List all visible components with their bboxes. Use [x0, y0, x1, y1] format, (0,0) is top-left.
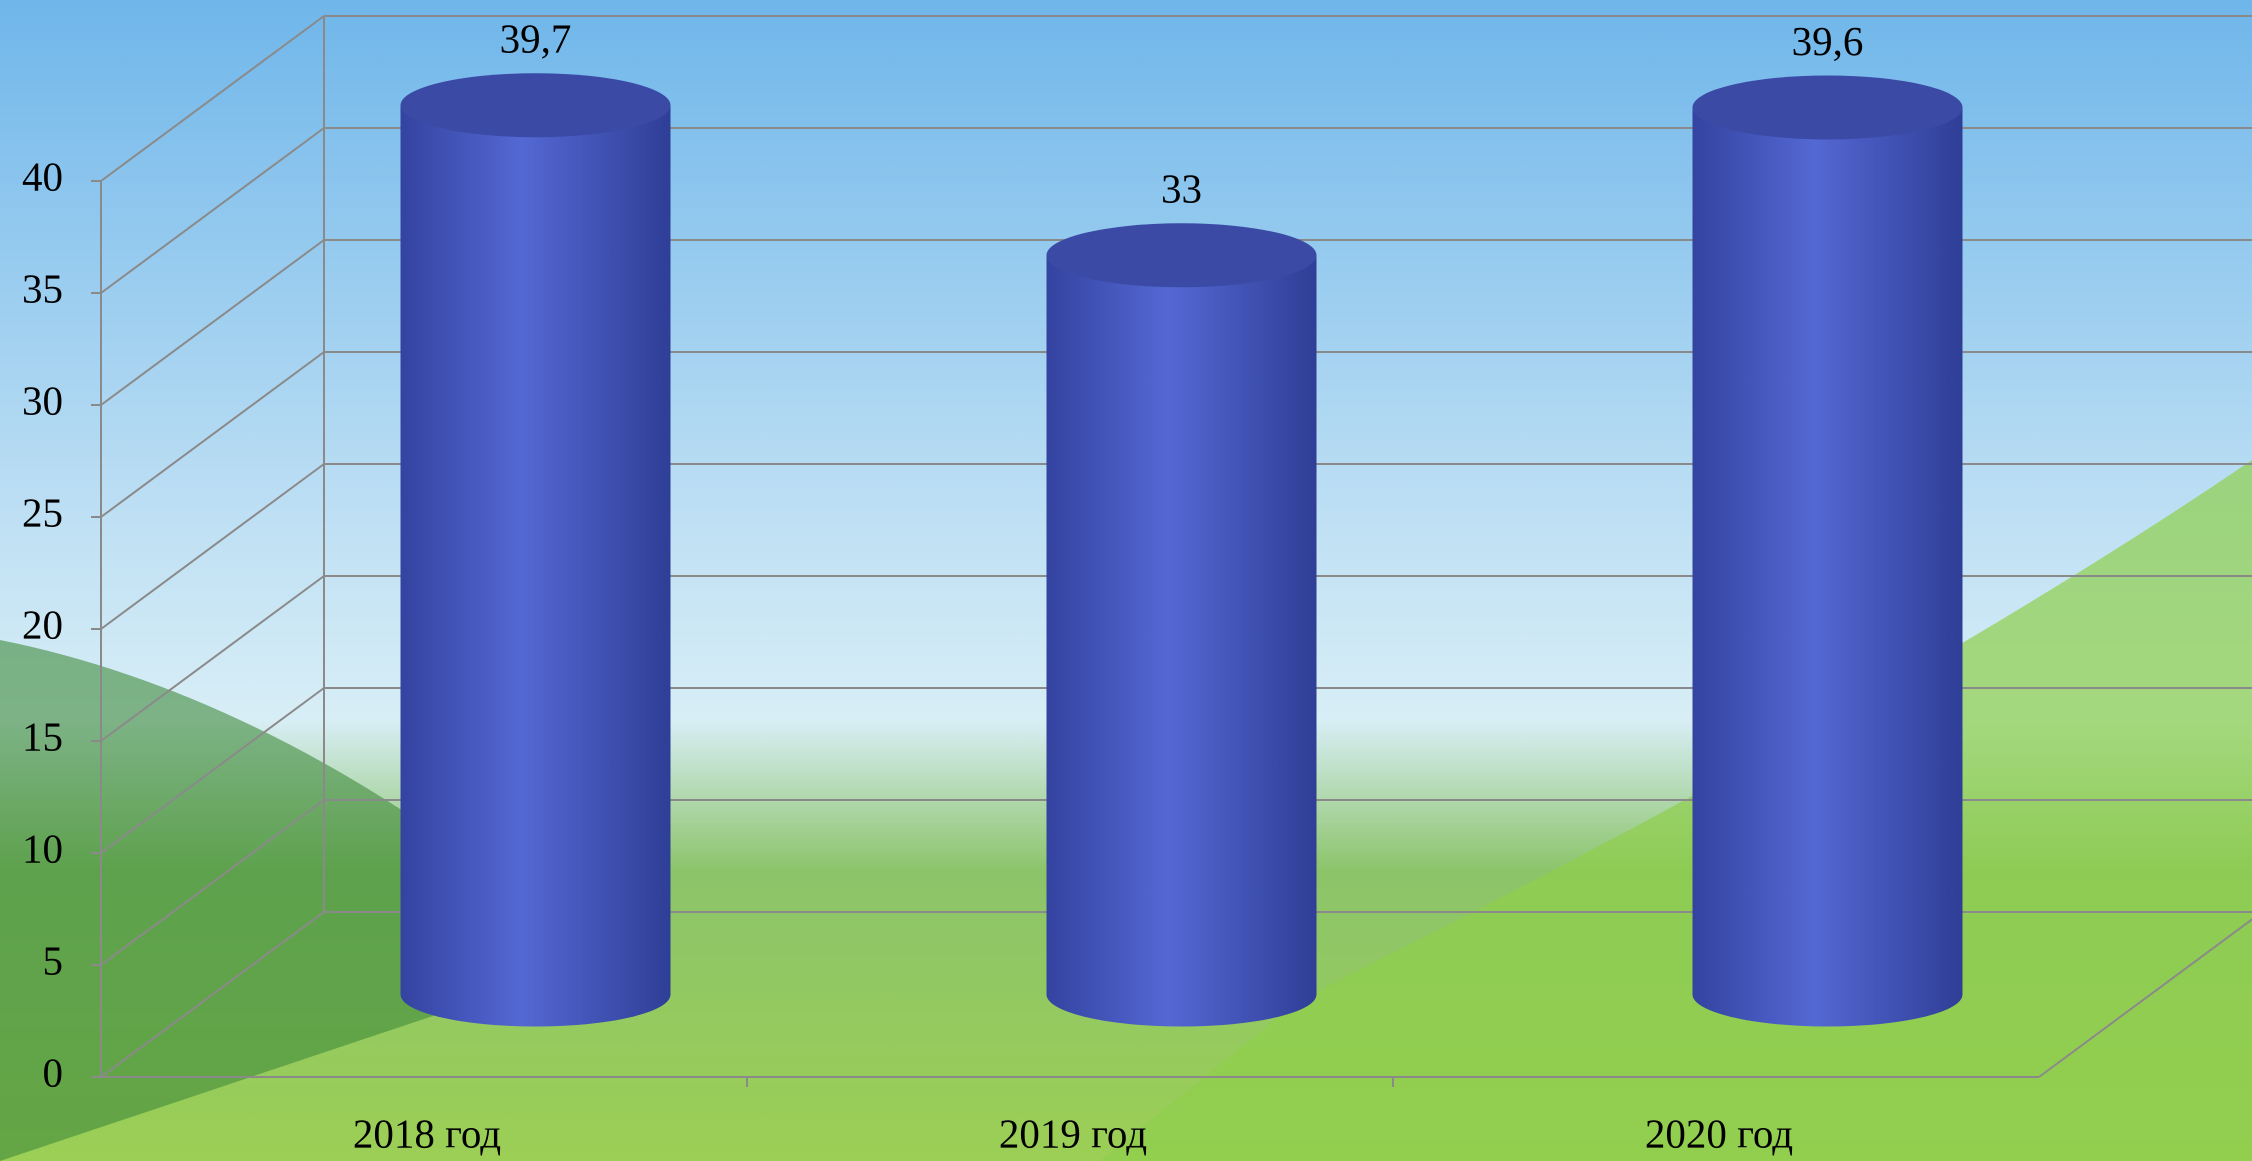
y-tick-label: 0 [43, 1049, 64, 1095]
cylinder-top [1046, 223, 1317, 288]
grid-line [100, 351, 325, 518]
floor-right [2038, 918, 2252, 1078]
value-label: 33 [1161, 166, 1202, 212]
cylinder-body [400, 105, 671, 1027]
grid-line [100, 239, 325, 406]
grid-line [100, 799, 325, 966]
y-tick-label: 10 [22, 825, 63, 871]
value-label: 39,7 [500, 16, 572, 62]
grid-line [100, 463, 325, 630]
y-tick-label: 25 [22, 489, 63, 535]
grid-line [100, 687, 325, 854]
hill [1100, 460, 2252, 1161]
cylinder-top [1692, 75, 1963, 140]
cylinder-body [1692, 107, 1963, 1027]
x-tick-label: 2020 год [1645, 1110, 1793, 1156]
y-tick-label: 15 [22, 713, 63, 759]
cylinder-top [400, 73, 671, 138]
x-tick-label: 2018 год [353, 1110, 501, 1156]
y-tick-label: 40 [22, 153, 63, 199]
x-tick-label: 2019 год [999, 1110, 1147, 1156]
value-label: 39,6 [1792, 18, 1864, 64]
cylinder-body [1046, 255, 1317, 1027]
trees [0, 640, 600, 1161]
grid-line [100, 575, 325, 742]
y-tick-label: 30 [22, 377, 63, 423]
grid-line [100, 911, 325, 1078]
y-tick-label: 5 [43, 937, 64, 983]
grid-line [100, 15, 325, 182]
y-tick-label: 35 [22, 265, 63, 311]
grid-line [100, 127, 325, 294]
y-tick-label: 20 [22, 601, 63, 647]
